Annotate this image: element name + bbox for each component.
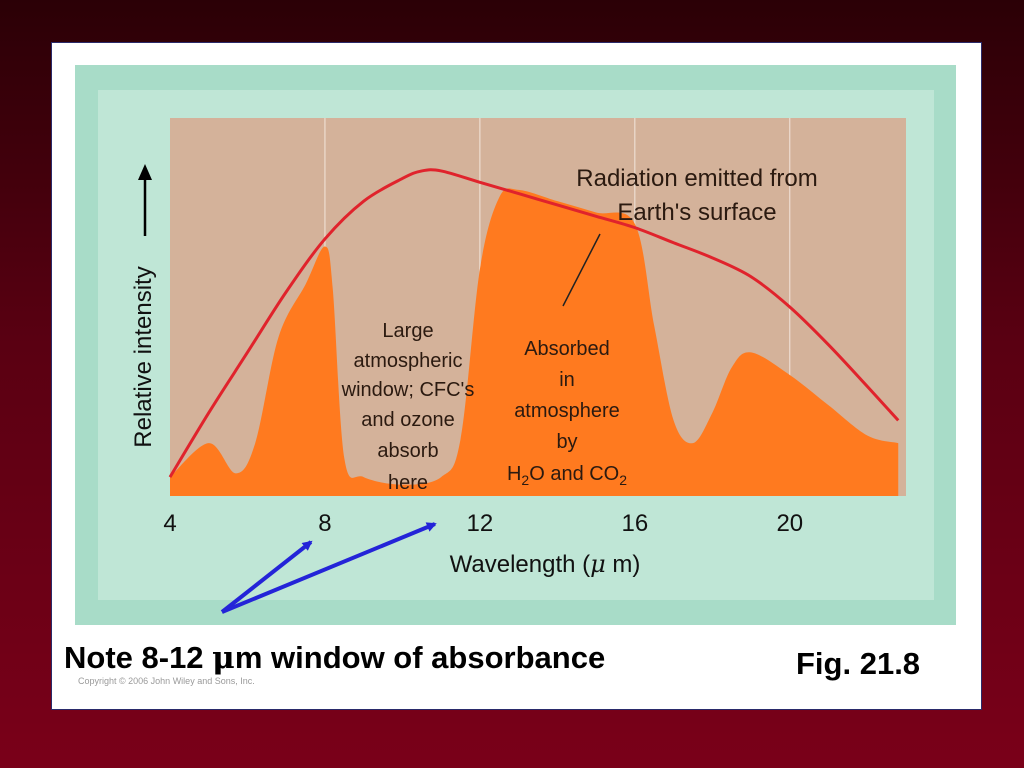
x-tick-label-8: 8 — [318, 510, 331, 537]
annotation-emitted-line-1: Radiation emitted from — [576, 165, 817, 192]
h2o-and-co: O and CO — [529, 463, 619, 485]
annotation-window-line-2: atmospheric — [354, 350, 463, 372]
note-prefix: Note 8-12 — [64, 640, 213, 675]
window-arrow-11.2 — [221, 522, 437, 614]
x-axis-label-mu: μ — [590, 550, 606, 578]
annotation-leader-line — [562, 233, 601, 307]
annotation-window-line-6: here — [388, 472, 428, 494]
x-axis-label-prefix: Wavelength ( — [450, 551, 591, 578]
co2-subscript: 2 — [619, 472, 627, 488]
annotation-absorbed-line-3: atmosphere — [514, 400, 620, 422]
absorbed-area — [170, 188, 899, 497]
emission-curve — [168, 168, 900, 478]
copyright-text: Copyright © 2006 John Wiley and Sons, In… — [78, 676, 255, 686]
annotation-window-line-1: Large — [382, 320, 433, 342]
x-axis-label-suffix: m) — [606, 551, 641, 578]
annotation-absorbed-line-2: in — [559, 369, 575, 391]
h2o-h: H — [507, 463, 521, 485]
x-tick-label-12: 12 — [467, 510, 494, 537]
note-micro: μ — [212, 640, 235, 676]
x-tick-label-20: 20 — [776, 510, 803, 537]
annotation-absorbed-line-1: Absorbed — [524, 338, 610, 360]
annotation-absorbed-line-5: H2O and CO2 — [507, 463, 627, 488]
annotation-absorbed-line-4: by — [556, 431, 577, 453]
x-tick-labels: 4 8 12 16 20 — [163, 510, 803, 537]
y-axis-label: Relative intensity — [130, 266, 157, 447]
note-text: Note 8-12 μm window of absorbance — [58, 634, 770, 682]
x-tick-label-16: 16 — [621, 510, 648, 537]
annotation-emitted-line-2: Earth's surface — [617, 199, 776, 226]
x-axis-label: Wavelength (μ m) — [450, 550, 641, 578]
window-arrow-8 — [220, 540, 313, 614]
annotation-window-line-4: and ozone — [361, 409, 454, 431]
x-tick-label-4: 4 — [163, 510, 176, 537]
annotation-window-line-3: window; CFC's — [341, 379, 475, 401]
window-arrows — [220, 522, 437, 614]
note-suffix: m window of absorbance — [234, 640, 606, 675]
figure-label: Fig. 21.8 — [796, 646, 921, 681]
annotation-window-line-5: absorb — [377, 440, 438, 462]
h2o-subscript: 2 — [521, 472, 529, 488]
